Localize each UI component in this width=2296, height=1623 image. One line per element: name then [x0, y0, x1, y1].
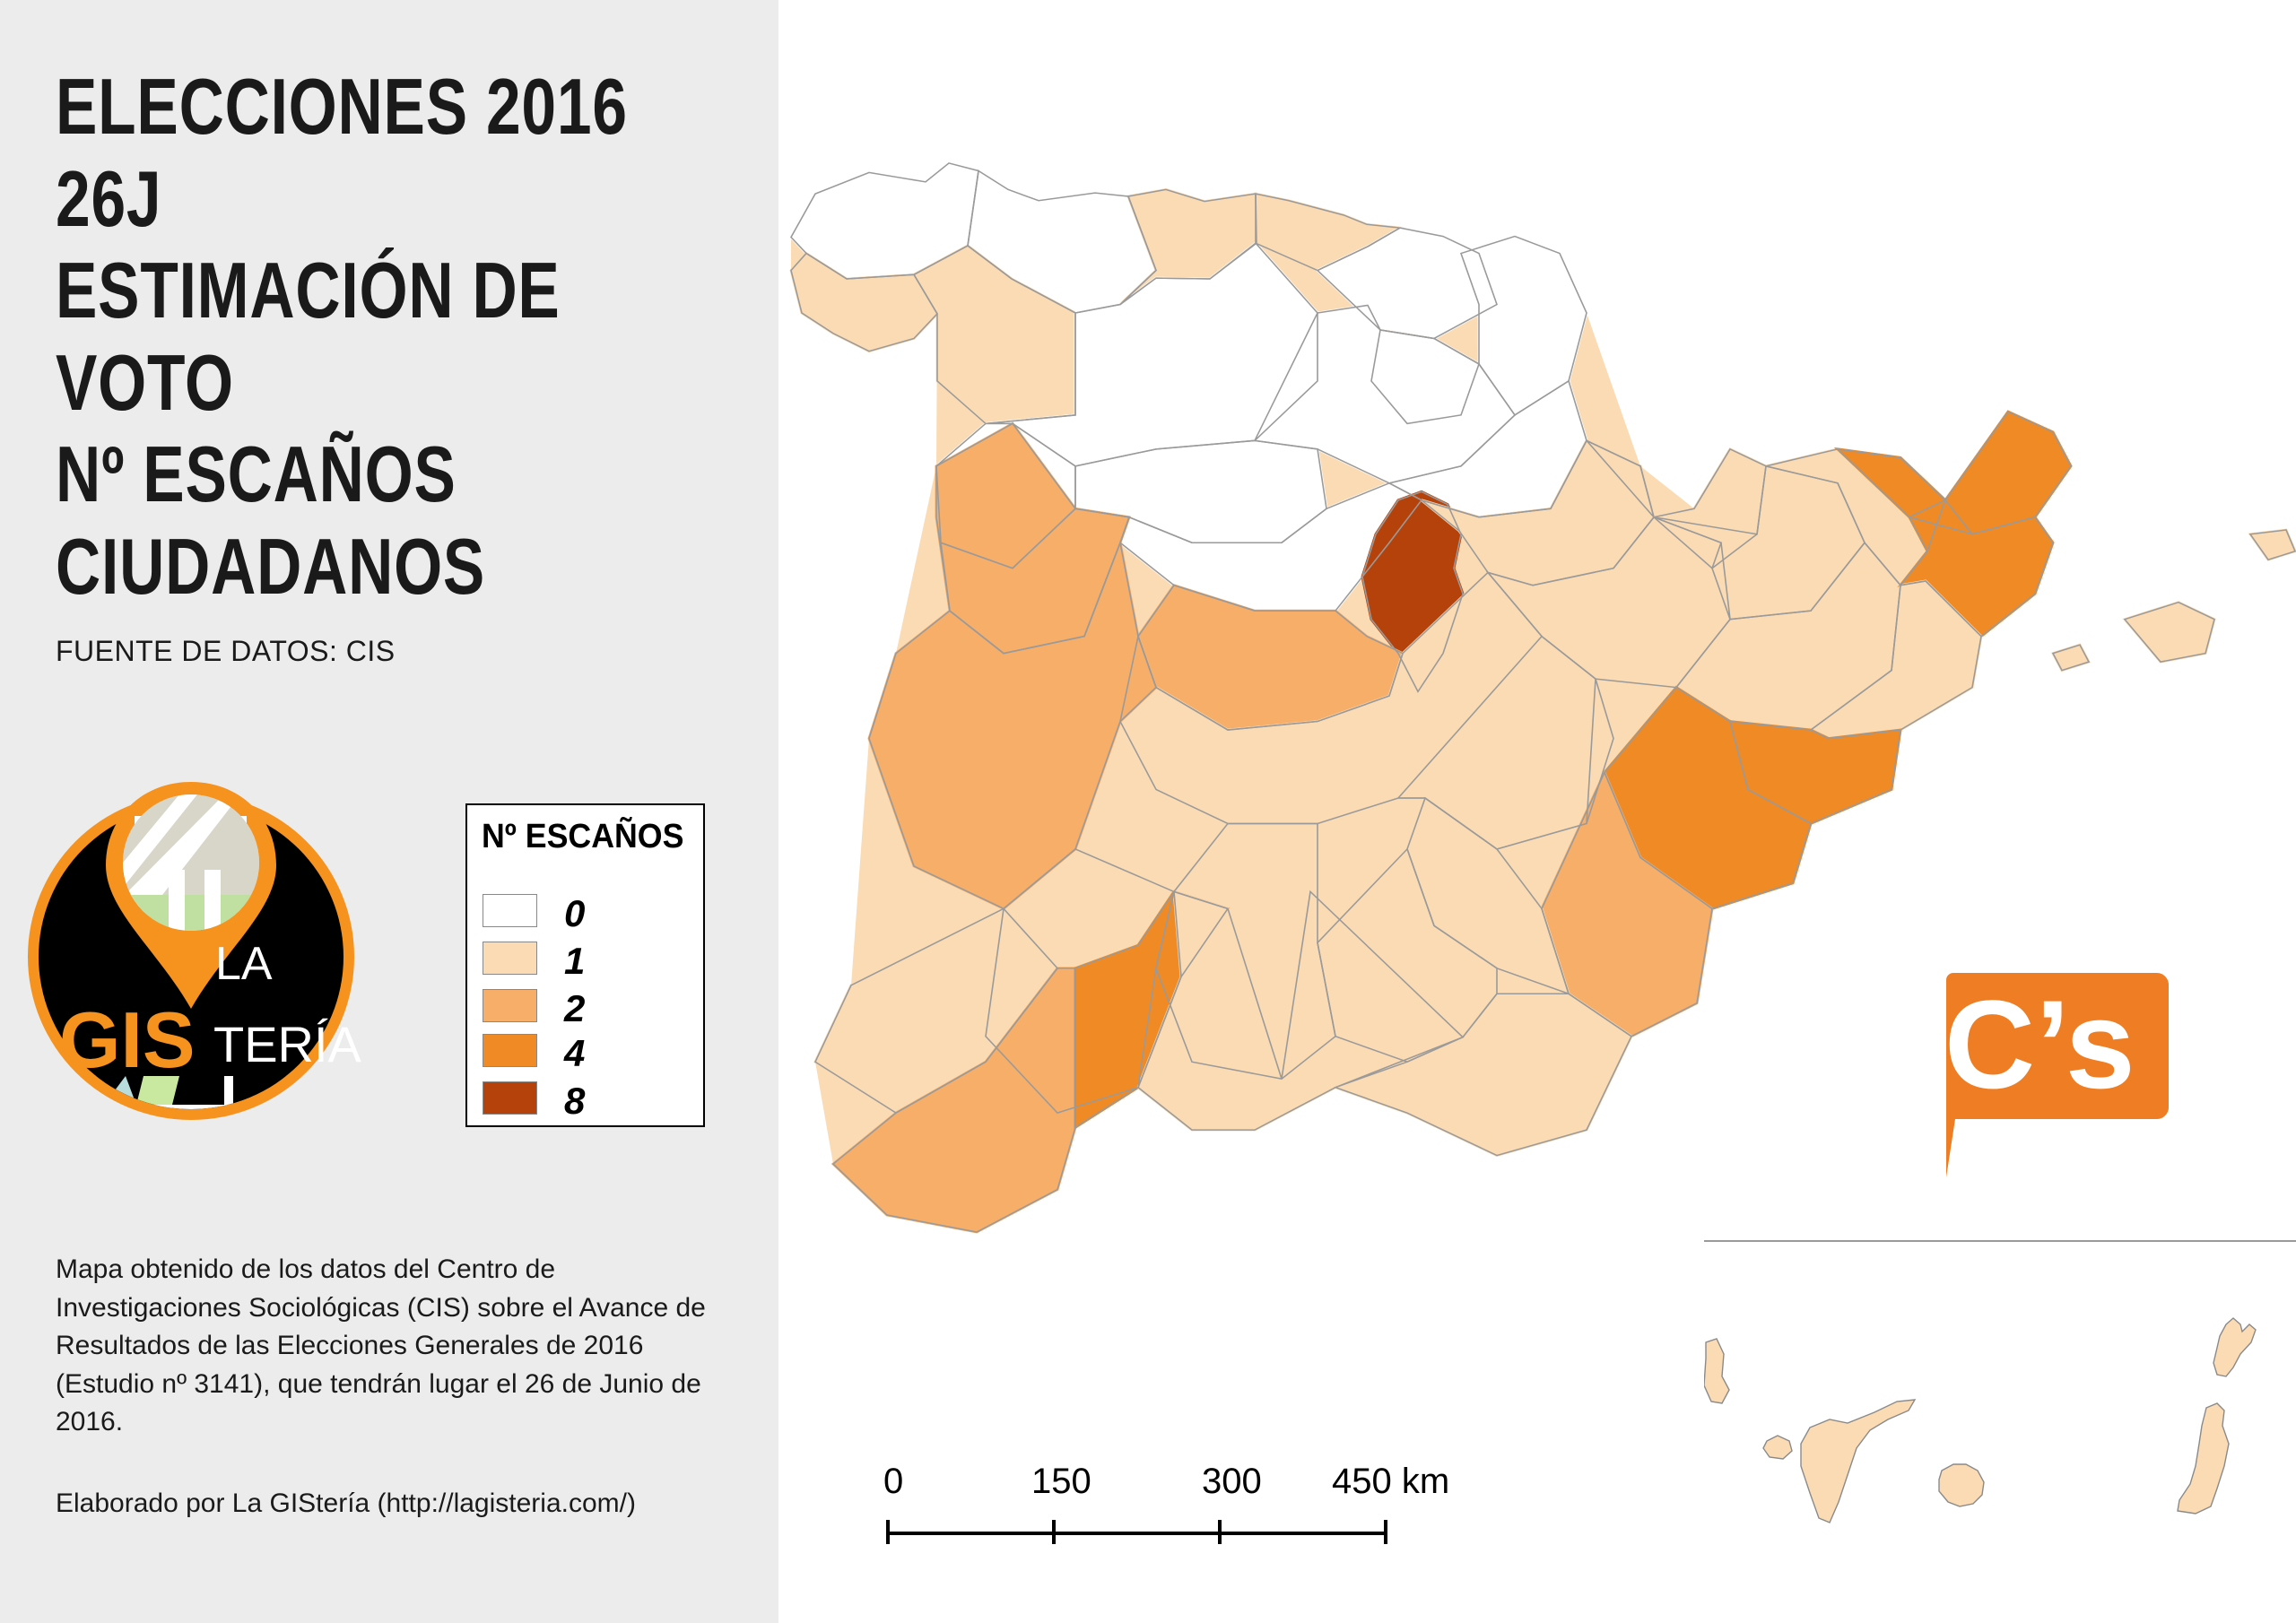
svg-text:450 km: 450 km [1332, 1462, 1449, 1501]
svg-text:0: 0 [883, 1462, 903, 1501]
svg-text:LA: LA [215, 938, 273, 990]
svg-text:TERÍA: TERÍA [213, 1016, 362, 1072]
svg-text:GIS: GIS [59, 995, 196, 1084]
svg-text:150: 150 [1031, 1462, 1091, 1501]
svg-text:300: 300 [1202, 1462, 1262, 1501]
